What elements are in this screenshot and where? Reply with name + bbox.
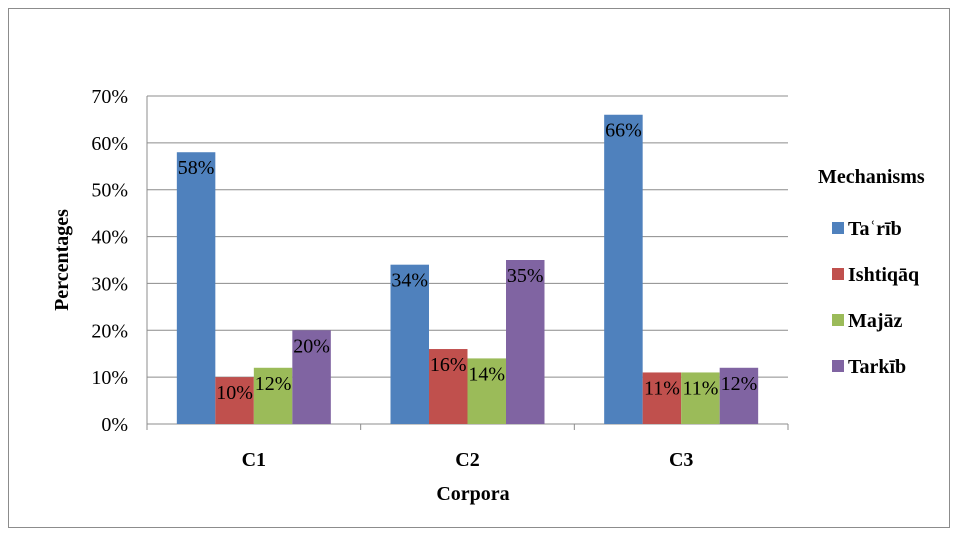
- y-axis-title: Percentages: [51, 209, 73, 311]
- bar-C2-0: [390, 264, 429, 424]
- data-label: 11%: [682, 377, 718, 399]
- x-axis-title: Corpora: [436, 483, 509, 505]
- data-label: 12%: [721, 373, 758, 395]
- data-label: 66%: [605, 120, 642, 142]
- x-category-label: C3: [669, 449, 693, 471]
- legend-swatch: [832, 360, 844, 372]
- bar-C1-0: [176, 152, 216, 424]
- y-tick-label: 50%: [91, 180, 128, 202]
- y-tick-label: 10%: [91, 367, 128, 389]
- bar-C1-3: [292, 330, 331, 424]
- legend-entry: Ishtiqāq: [848, 264, 919, 286]
- legend-swatch: [832, 222, 844, 234]
- y-tick-label: 70%: [91, 86, 128, 108]
- bar-C1-1: [215, 377, 254, 424]
- legend-entry: Majāz: [848, 310, 903, 332]
- x-category-labels: C1 C2 C3: [242, 449, 694, 471]
- data-label: 35%: [507, 265, 544, 287]
- bar-C3-0: [604, 114, 643, 424]
- data-label: 11%: [644, 377, 680, 399]
- bar-C3-3: [719, 367, 759, 424]
- legend-entry: Taʿrīb: [848, 218, 902, 240]
- data-label: 14%: [468, 363, 505, 385]
- bar-C2-3: [506, 260, 545, 424]
- y-tick-label: 0%: [101, 414, 128, 436]
- y-tick-label: 30%: [91, 273, 128, 295]
- data-label: 20%: [293, 335, 330, 357]
- bars: [176, 114, 759, 424]
- data-label: 58%: [178, 157, 215, 179]
- bar-C2-1: [429, 349, 468, 424]
- data-label: 10%: [216, 382, 253, 404]
- legend-swatch: [832, 314, 844, 326]
- data-label: 12%: [255, 373, 292, 395]
- x-category-label: C1: [242, 449, 266, 471]
- bar-C1-2: [253, 367, 293, 424]
- legend-entry: Tarkīb: [848, 356, 906, 378]
- legend: Mechanisms Taʿrīb Ishtiqāq Majāz Tarkīb: [818, 166, 925, 378]
- bar-C3-2: [681, 372, 720, 424]
- data-label: 16%: [430, 354, 467, 376]
- x-category-label: C2: [455, 449, 479, 471]
- data-label: 34%: [391, 270, 428, 292]
- legend-swatch: [832, 268, 844, 280]
- y-tick-label: 40%: [91, 227, 128, 249]
- legend-title: Mechanisms: [818, 166, 925, 188]
- y-tick-labels: 0% 10% 20% 30% 40% 50% 60% 70%: [91, 86, 128, 436]
- bar-C2-2: [467, 358, 506, 424]
- y-tick-label: 20%: [91, 320, 128, 342]
- chart-frame: [8, 8, 950, 528]
- y-tick-label: 60%: [91, 133, 128, 155]
- data-labels: 58%10% 12%20%34%16% 14%35%66%11% 11% 12%: [178, 120, 758, 404]
- bar-C3-1: [642, 372, 682, 424]
